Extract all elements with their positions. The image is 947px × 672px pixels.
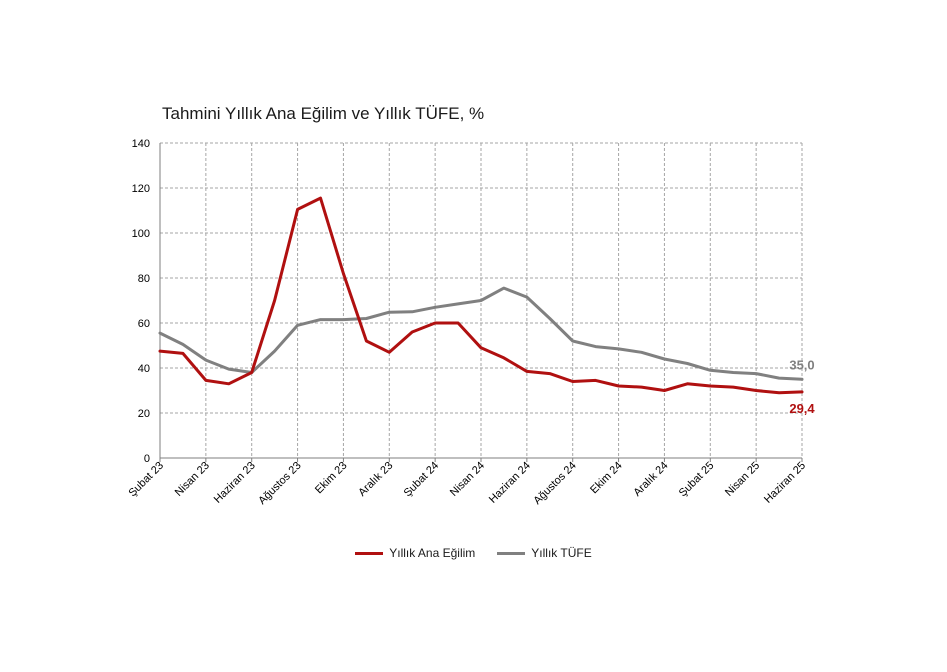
chart-title: Tahmini Yıllık Ana Eğilim ve Yıllık TÜFE… (162, 104, 485, 123)
x-tick-label: Ekim 23 (313, 460, 350, 497)
x-tick-label: Aralık 23 (356, 460, 395, 499)
legend-swatch-cpi (497, 551, 526, 555)
y-tick-label: 60 (138, 318, 150, 330)
label-layer: 35,0 29,4 (789, 357, 815, 416)
series-line-cpi (158, 286, 804, 381)
y-tick-label: 140 (132, 138, 150, 150)
x-tick-label: Haziran 25 (762, 460, 808, 506)
legend-item-core-trend: Yıllık Ana Eğilim (355, 546, 475, 560)
end-label-cpi: 35,0 (789, 357, 814, 372)
x-tick-label: Nisan 23 (173, 460, 212, 499)
end-label-core-trend: 29,4 (789, 401, 815, 416)
x-tick-label: Ağustos 24 (531, 460, 578, 507)
y-tick-label: 120 (132, 183, 150, 195)
y-tick-label: 80 (138, 273, 150, 285)
x-tick-label: Ekim 24 (588, 460, 625, 497)
y-tick-label: 100 (132, 228, 150, 240)
x-tick-label: Şubat 25 (677, 460, 717, 500)
x-tick-label: Şubat 24 (402, 460, 442, 500)
legend-label-core-trend: Yıllık Ana Eğilim (389, 546, 476, 560)
x-tick-label: Aralık 24 (631, 460, 670, 499)
y-tick-label: 40 (138, 363, 150, 375)
legend: Yıllık Ana Eğilim Yıllık TÜFE (0, 546, 947, 560)
x-tick-label: Şubat 23 (126, 460, 166, 500)
y-tick-label: 20 (138, 408, 150, 420)
legend-label-cpi: Yıllık TÜFE (531, 546, 592, 560)
x-tick-label: Nisan 24 (448, 460, 487, 499)
x-tick-label: Ağustos 23 (256, 460, 303, 507)
series-line-core-trend (158, 196, 804, 395)
x-tick-label: Haziran 24 (487, 460, 533, 506)
legend-item-cpi: Yıllık TÜFE (497, 546, 592, 560)
grid-layer (159, 142, 803, 458)
series-layer (158, 196, 804, 395)
legend-swatch-core-trend (355, 551, 384, 555)
x-tick-label: Nisan 25 (723, 460, 762, 499)
y-tick-label: 0 (144, 453, 150, 465)
x-tick-label: Haziran 23 (212, 460, 258, 506)
